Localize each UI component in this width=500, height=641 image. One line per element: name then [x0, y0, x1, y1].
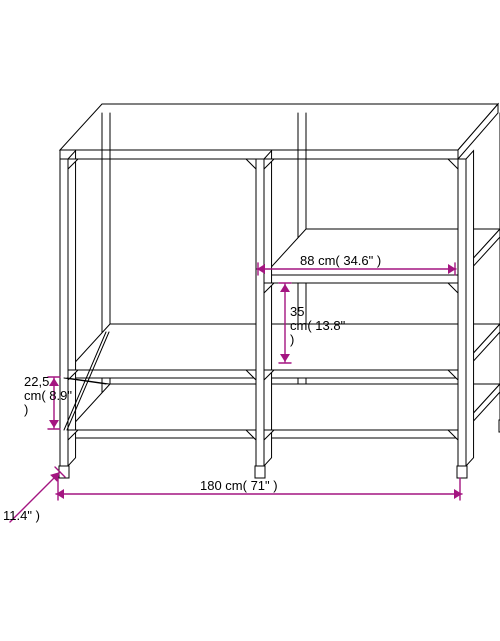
- dim-lower-gap-b: cm( 8.9": [24, 388, 72, 403]
- dim-lower-gap-c: ): [24, 402, 28, 417]
- dim-upper-shelf-label: 88 cm( 34.6" ): [300, 253, 381, 268]
- dim-depth-label: 11.4" ): [3, 508, 40, 523]
- dim-upper-gap-b: cm( 13.8": [290, 318, 346, 333]
- dim-upper-gap-a: 35: [290, 304, 304, 319]
- dim-width-label: 180 cm( 71" ): [200, 478, 278, 493]
- dim-upper-gap-c: ): [290, 332, 294, 347]
- dim-lower-gap-a: 22,5: [24, 374, 49, 389]
